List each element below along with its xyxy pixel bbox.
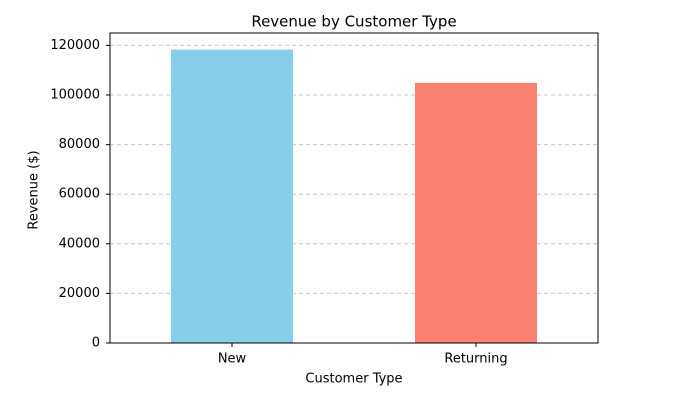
y-tick-label: 0	[92, 336, 100, 351]
y-axis-label: Revenue ($)	[27, 150, 42, 229]
plot-frame	[109, 32, 599, 344]
y-tick-label: 20000	[59, 286, 100, 301]
y-tick-label: 60000	[59, 187, 100, 202]
y-tick-label: 40000	[59, 236, 100, 251]
x-tick-label: Returning	[444, 352, 507, 367]
bar	[171, 49, 293, 344]
x-axis-label: Customer Type	[305, 372, 402, 387]
bar	[415, 82, 537, 344]
chart-title: Revenue by Customer Type	[251, 13, 456, 31]
x-tick-label: New	[218, 352, 247, 367]
y-tick-label: 120000	[50, 38, 100, 53]
y-tick-label: 100000	[50, 88, 100, 103]
y-tick-label: 80000	[59, 137, 100, 152]
